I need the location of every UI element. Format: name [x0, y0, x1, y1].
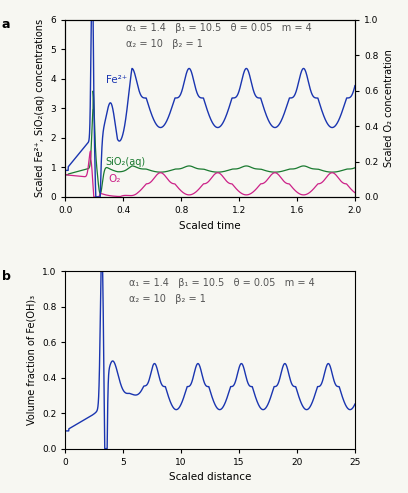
- X-axis label: Scaled time: Scaled time: [179, 220, 241, 231]
- Text: a: a: [2, 18, 10, 31]
- Text: Fe²⁺: Fe²⁺: [106, 75, 127, 85]
- X-axis label: Scaled distance: Scaled distance: [169, 472, 251, 482]
- Text: SiO₂(aq): SiO₂(aq): [106, 157, 146, 167]
- Text: α₁ = 1.4   β₁ = 10.5   θ = 0.05   m = 4: α₁ = 1.4 β₁ = 10.5 θ = 0.05 m = 4: [129, 279, 315, 288]
- Text: b: b: [2, 270, 11, 282]
- Y-axis label: Scaled Fe²⁺, SiO₂(aq) concentrations: Scaled Fe²⁺, SiO₂(aq) concentrations: [35, 19, 45, 197]
- Y-axis label: Volume fraction of Fe(OH)₃: Volume fraction of Fe(OH)₃: [27, 295, 36, 425]
- Text: O₂: O₂: [109, 174, 121, 183]
- Text: α₁ = 1.4   β₁ = 10.5   θ = 0.05   m = 4: α₁ = 1.4 β₁ = 10.5 θ = 0.05 m = 4: [126, 23, 312, 33]
- Y-axis label: Scaled O₂ concentration: Scaled O₂ concentration: [384, 49, 394, 167]
- Text: α₂ = 10   β₂ = 1: α₂ = 10 β₂ = 1: [126, 39, 203, 49]
- Text: α₂ = 10   β₂ = 1: α₂ = 10 β₂ = 1: [129, 294, 206, 305]
